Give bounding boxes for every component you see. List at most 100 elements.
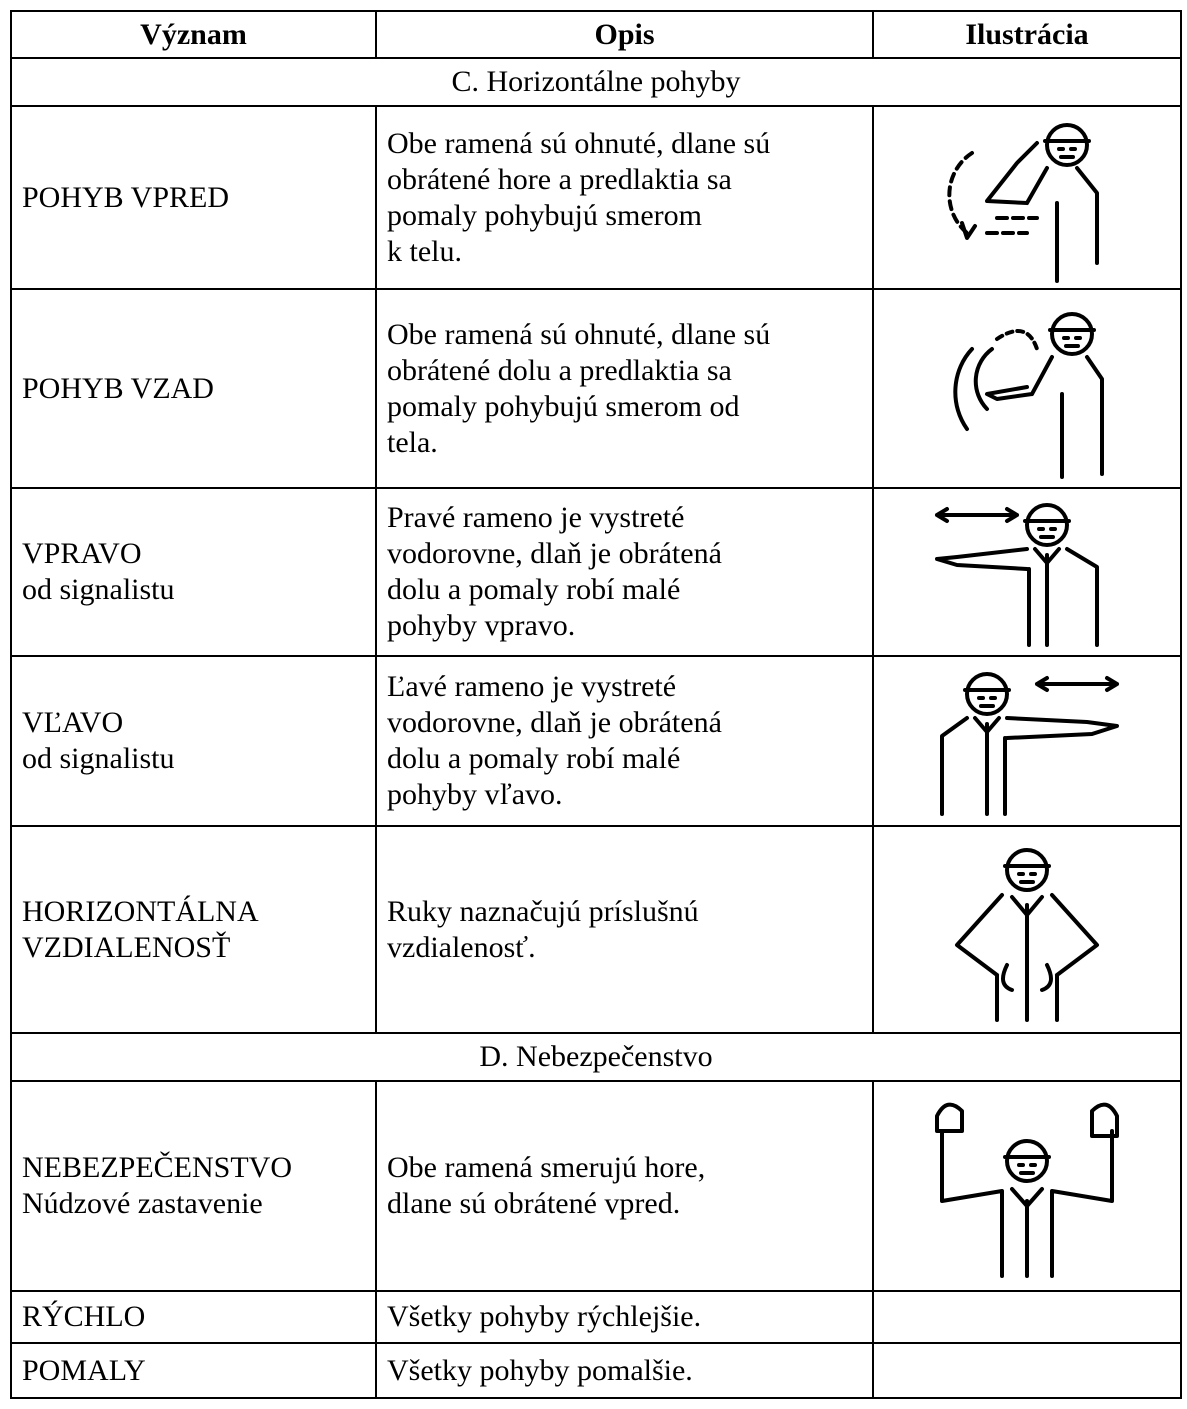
- description-line: dolu a pomaly robí malé: [387, 742, 681, 775]
- signal-illustration: [940, 672, 1119, 816]
- description-line: tela.: [387, 425, 438, 459]
- figure-stroke: [1017, 1163, 1037, 1175]
- description-line: Obe ramená sú ohnuté, dlane sú: [387, 317, 771, 351]
- illustration-cell: [872, 655, 1182, 827]
- description-line: vodorovne, dlaň je obrátená: [387, 706, 722, 739]
- header-cell: Opis: [375, 10, 874, 59]
- description-cell: Obe ramená sú ohnuté, dlane sú obrátené h…: [375, 105, 874, 290]
- figure-stroke: [995, 328, 1039, 351]
- figure-stroke: [1005, 1139, 1049, 1183]
- signal-illustration: [947, 122, 1099, 283]
- figure-stroke: [1025, 503, 1069, 547]
- meaning-cell: VĽAVO od signalistu: [10, 655, 377, 827]
- illustration-cell: [872, 105, 1182, 290]
- description-cell: Pravé rameno je vystreté vodorovne, dlaň …: [375, 487, 874, 657]
- section-row: C. Horizontálne pohyby: [10, 57, 1182, 107]
- section-title: D. Nebezpečenstvo: [10, 1032, 1182, 1082]
- meaning-cell: POMALY: [10, 1342, 377, 1399]
- figure-stroke: [985, 140, 1099, 283]
- figure-stroke: [977, 696, 997, 708]
- meaning-cell: POHYB VZAD: [10, 288, 377, 489]
- description-line: Ruky naznačujú príslušnú: [387, 894, 699, 928]
- figure-stroke: [935, 1102, 1119, 1278]
- signal-row: POMALY Všetky pohyby pomalšie.: [10, 1342, 1182, 1399]
- signal-row: RÝCHLO Všetky pohyby rýchlejšie.: [10, 1290, 1182, 1344]
- signal-row: NEBEZPEČENSTVO Núdzové zastavenie Obe rame…: [10, 1080, 1182, 1292]
- meaning-line: VPRAVO: [22, 537, 142, 570]
- description-line: Pravé rameno je vystreté: [387, 501, 685, 534]
- description-line: obrátené dolu a predlaktia sa: [387, 353, 732, 387]
- meaning-line: od signalistu: [22, 573, 175, 606]
- figure-stroke: [1035, 676, 1119, 692]
- meaning-cell: RÝCHLO: [10, 1290, 377, 1344]
- meaning-line: POHYB VZAD: [22, 371, 214, 405]
- figure-stroke: [1062, 335, 1082, 348]
- description-cell: Obe ramená smerujú hore, dlane sú obráten…: [375, 1080, 874, 1292]
- description-line: vzdialenosť.: [387, 930, 536, 964]
- illustration-cell: [872, 1290, 1182, 1344]
- signal-row: HORIZONTÁLNA VZDIALENOSŤ Ruky naznačujú pr…: [10, 825, 1182, 1034]
- meaning-line: VZDIALENOSŤ: [22, 930, 231, 964]
- meaning-line: Núdzové zastavenie: [22, 1187, 263, 1220]
- meaning-line: POMALY: [22, 1353, 146, 1387]
- description-line: pohyby vpravo.: [387, 609, 576, 642]
- signal-row: VPRAVO od signalistu Pravé rameno je vystr…: [10, 487, 1182, 657]
- header-cell: Ilustrácia: [872, 10, 1182, 59]
- illustration-cell: [872, 825, 1182, 1034]
- description-line: Všetky pohyby pomalšie.: [387, 1353, 693, 1387]
- figure-stroke: [973, 346, 994, 411]
- section-title: C. Horizontálne pohyby: [10, 57, 1182, 107]
- description-line: k telu.: [387, 234, 462, 268]
- meaning-cell: NEBEZPEČENSTVO Núdzové zastavenie: [10, 1080, 377, 1292]
- table-body: C. Horizontálne pohyby POHYB VPRED Obe ram…: [10, 57, 1182, 1399]
- signal-illustration: [953, 311, 1104, 479]
- header-cell: Význam: [10, 10, 377, 59]
- header-row: Význam Opis Ilustrácia: [10, 10, 1182, 59]
- figure-stroke: [985, 215, 1039, 235]
- description-line: dolu a pomaly robí malé: [387, 573, 681, 606]
- meaning-line: od signalistu: [22, 742, 175, 775]
- description-line: obrátené hore a predlaktia sa: [387, 162, 732, 196]
- signal-row: POHYB VZAD Obe ramená sú ohnuté, dlane sú…: [10, 288, 1182, 489]
- signal-table: Význam Opis Ilustrácia C. Horizontálne p…: [10, 10, 1182, 1399]
- figure-stroke: [955, 892, 1099, 1022]
- figure-stroke: [1050, 311, 1094, 356]
- illustration-cell: [872, 288, 1182, 489]
- figure-stroke: [965, 672, 1009, 716]
- description-line: Obe ramená smerujú hore,: [387, 1151, 706, 1184]
- signal-illustration: [935, 1102, 1119, 1278]
- illustration-cell: [872, 1342, 1182, 1399]
- description-line: pohyby vľavo.: [387, 778, 563, 811]
- figure-stroke: [935, 547, 1099, 647]
- figure-stroke: [1001, 962, 1053, 992]
- description-line: pomaly pohybujú smerom: [387, 198, 702, 232]
- figure-stroke: [940, 716, 1119, 816]
- figure-stroke: [1057, 146, 1077, 159]
- illustration-cell: [872, 1080, 1182, 1292]
- figure-stroke: [953, 346, 974, 431]
- description-line: pomaly pohybujú smerom od: [387, 389, 740, 423]
- meaning-line: HORIZONTÁLNA: [22, 894, 259, 928]
- meaning-line: RÝCHLO: [22, 1300, 146, 1333]
- figure-stroke: [1017, 871, 1037, 884]
- figure-stroke: [1005, 847, 1049, 892]
- signal-illustration: [935, 503, 1099, 647]
- meaning-line: VĽAVO: [22, 706, 124, 739]
- illustration-cell: [872, 487, 1182, 657]
- section-row: D. Nebezpečenstvo: [10, 1032, 1182, 1082]
- description-cell: Všetky pohyby pomalšie.: [375, 1342, 874, 1399]
- signal-row: VĽAVO od signalistu Ľavé rameno je vystret…: [10, 655, 1182, 827]
- description-cell: Všetky pohyby rýchlejšie.: [375, 1290, 874, 1344]
- figure-stroke: [985, 354, 1104, 479]
- figure-stroke: [947, 150, 974, 235]
- description-cell: Obe ramená sú ohnuté, dlane sú obrátené d…: [375, 288, 874, 489]
- description-cell: Ruky naznačujú príslušnú vzdialenosť.: [375, 825, 874, 1034]
- description-line: vodorovne, dlaň je obrátená: [387, 537, 722, 570]
- description-cell: Ľavé rameno je vystreté vodorovne, dlaň j…: [375, 655, 874, 827]
- figure-stroke: [1045, 122, 1089, 167]
- description-line: Všetky pohyby rýchlejšie.: [387, 1300, 702, 1333]
- meaning-cell: POHYB VPRED: [10, 105, 377, 290]
- description-line: dlane sú obrátené vpred.: [387, 1187, 681, 1220]
- signal-illustration: [955, 847, 1099, 1022]
